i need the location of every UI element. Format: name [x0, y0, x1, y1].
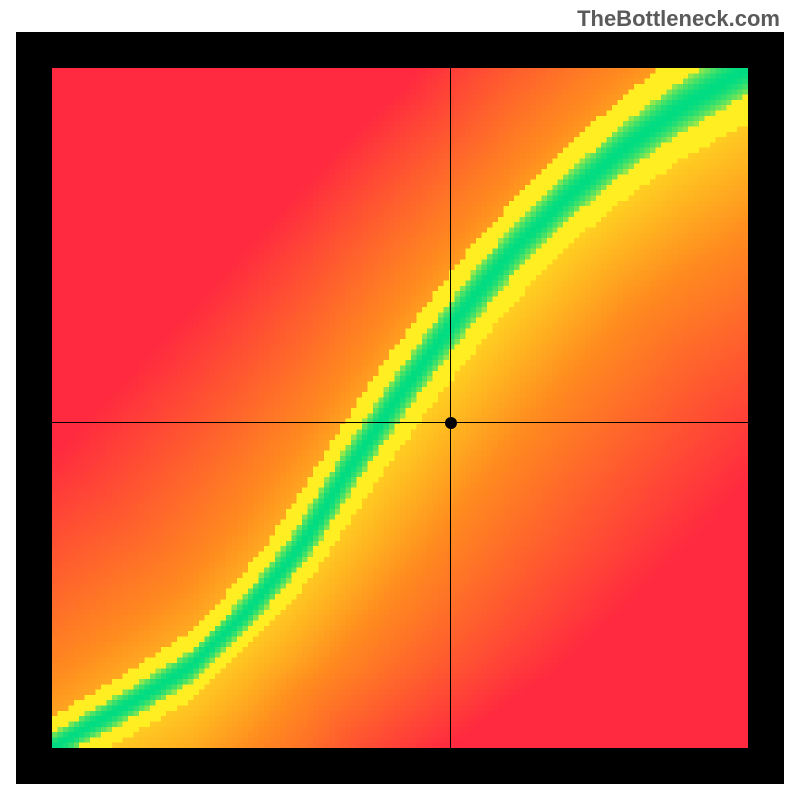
chart-container: TheBottleneck.com — [0, 0, 800, 800]
crosshair-vertical — [450, 68, 451, 748]
bottleneck-heatmap — [52, 68, 748, 748]
crosshair-horizontal — [52, 422, 748, 423]
watermark-text: TheBottleneck.com — [577, 6, 780, 32]
marker-dot — [445, 417, 457, 429]
